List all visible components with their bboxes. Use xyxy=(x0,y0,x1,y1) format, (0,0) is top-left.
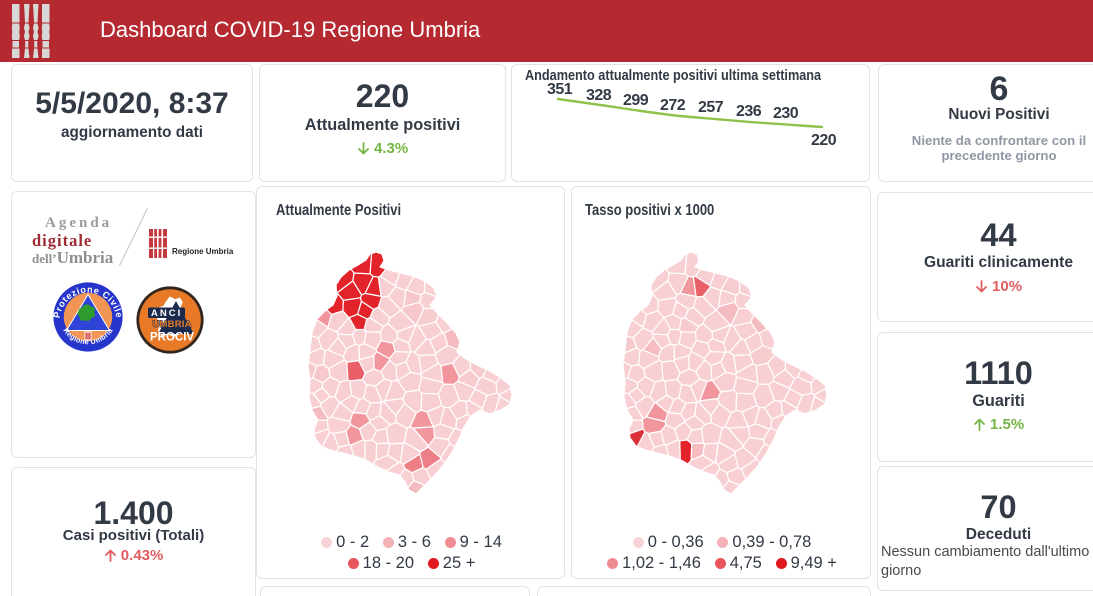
svg-text:ANCI: ANCI xyxy=(151,308,182,319)
svg-text:UMBRIA: UMBRIA xyxy=(153,319,192,330)
svg-text:PROCIV: PROCIV xyxy=(150,332,194,344)
